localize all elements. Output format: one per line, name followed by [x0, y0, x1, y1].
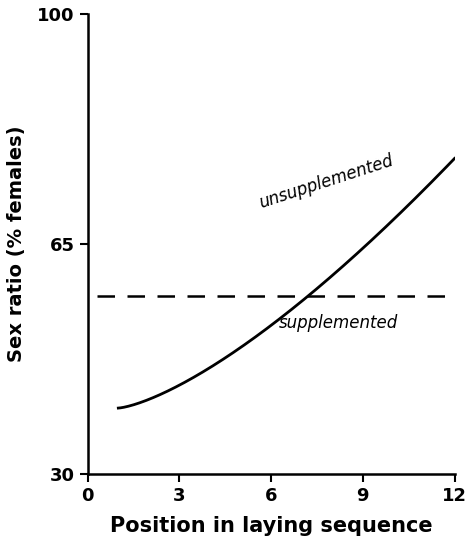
Text: supplemented: supplemented	[279, 314, 398, 332]
X-axis label: Position in laying sequence: Position in laying sequence	[110, 516, 432, 536]
Text: unsupplemented: unsupplemented	[257, 151, 396, 212]
Y-axis label: Sex ratio (% females): Sex ratio (% females)	[7, 125, 26, 362]
